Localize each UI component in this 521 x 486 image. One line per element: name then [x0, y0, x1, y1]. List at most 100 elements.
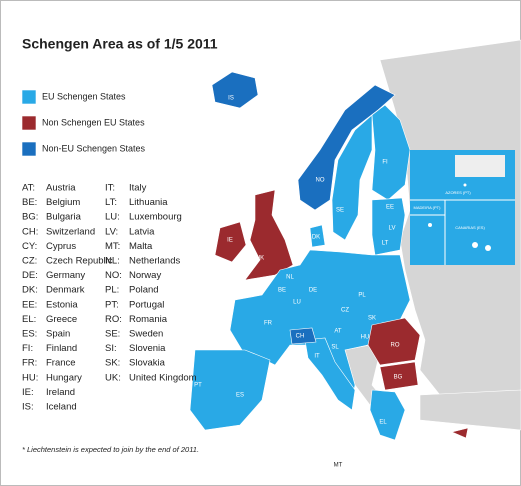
map-label: BE [278, 288, 286, 294]
country-name: Greece [46, 314, 77, 325]
finland [371, 104, 411, 201]
country-code: ES: [22, 329, 37, 340]
map-label: RO [391, 343, 400, 349]
country-name: Ireland [46, 387, 75, 398]
country-name: Portugal [129, 299, 164, 310]
map-label: LT [382, 241, 389, 247]
country-name: Germany [46, 270, 85, 281]
country-code: NL: [105, 256, 120, 267]
iceland [211, 71, 259, 109]
map-label: HU [361, 335, 370, 341]
country-name: Latvia [129, 226, 155, 237]
map-label: EL [379, 420, 387, 426]
map-label: IT [314, 354, 320, 360]
country-code: SK: [105, 358, 120, 369]
country-code: NO: [105, 270, 122, 281]
country-name: Lithuania [129, 197, 168, 208]
country-name: Czech Republic [46, 256, 113, 267]
country-name: Slovakia [129, 358, 166, 369]
country-code: BE: [22, 197, 37, 208]
map-label: ES [236, 393, 244, 399]
bulgaria [379, 361, 419, 391]
map [189, 39, 521, 441]
iberia [189, 349, 271, 431]
map-label: CH [296, 334, 305, 340]
map-label: IS [228, 96, 234, 102]
country-name: Italy [129, 183, 147, 194]
turkey [419, 389, 521, 431]
map-label: CANARIAS (ES) [455, 225, 485, 230]
map-label: EE [386, 205, 394, 211]
country-code: SE: [105, 329, 120, 340]
map-label: MADEIRA (PT) [414, 205, 442, 210]
country-name: France [46, 358, 76, 369]
denmark [309, 224, 326, 248]
country-code: PT: [105, 299, 119, 310]
country-name: Malta [129, 241, 153, 252]
legend-swatch [21, 89, 37, 105]
country-name: Poland [129, 285, 159, 296]
legend-swatch [21, 115, 37, 131]
island [472, 242, 478, 248]
island [428, 223, 432, 227]
island [485, 245, 491, 251]
map-label: NL [286, 275, 294, 281]
cyprus [451, 427, 469, 439]
country-code: PL: [105, 285, 119, 296]
country-name: Spain [46, 329, 70, 340]
country-code: UK: [105, 372, 121, 383]
romania [367, 317, 421, 366]
country-name: Bulgaria [46, 212, 82, 223]
country-code: CY: [22, 241, 37, 252]
map-label: SE [336, 208, 344, 214]
country-name: Belgium [46, 197, 80, 208]
map-label: CZ [341, 308, 349, 314]
legend-swatch [21, 141, 37, 157]
map-label: MT [334, 463, 343, 469]
baltics [371, 197, 406, 256]
inset-locator [455, 155, 505, 177]
country-code: CH: [22, 226, 38, 237]
country-name: United Kingdom [129, 372, 197, 383]
footnote: * Liechtenstein is expected to join by t… [22, 445, 199, 454]
country-name: Cyprus [46, 241, 76, 252]
country-name: Iceland [46, 402, 77, 413]
greece [369, 389, 406, 441]
country-name: Austria [46, 183, 76, 194]
map-label: FR [264, 321, 273, 327]
country-code: EE: [22, 299, 37, 310]
country-code: RO: [105, 314, 122, 325]
country-code: IE: [22, 387, 34, 398]
map-label: SK [368, 316, 376, 322]
country-name: Finland [46, 343, 77, 354]
map-label: LU [293, 300, 301, 306]
country-code: BG: [22, 212, 38, 223]
map-label: LV [389, 226, 396, 232]
map-label: BG [394, 375, 403, 381]
country-name: Denmark [46, 285, 85, 296]
map-label: AZORES (PT) [445, 190, 471, 195]
country-code: DK: [22, 285, 38, 296]
country-code: DE: [22, 270, 38, 281]
country-name: Netherlands [129, 256, 180, 267]
ireland [214, 221, 247, 263]
country-code: SI: [105, 343, 117, 354]
legend-label: Non-EU Schengen States [42, 143, 146, 153]
country-name: Switzerland [46, 226, 95, 237]
map-label: NO [316, 178, 325, 184]
country-name: Luxembourg [129, 212, 182, 223]
country-code: LU: [105, 212, 120, 223]
map-label: PL [358, 293, 366, 299]
map-label: DK [312, 235, 320, 241]
map-label: CY [456, 440, 464, 446]
map-label: FI [382, 160, 388, 166]
country-code: IT: [105, 183, 115, 194]
norway [297, 84, 396, 211]
map-label: AT [334, 329, 342, 335]
country-code: FR: [22, 358, 37, 369]
country-code: HU: [22, 372, 38, 383]
sweden [331, 114, 373, 241]
map-label: PT [194, 383, 202, 389]
country-code: MT: [105, 241, 120, 252]
